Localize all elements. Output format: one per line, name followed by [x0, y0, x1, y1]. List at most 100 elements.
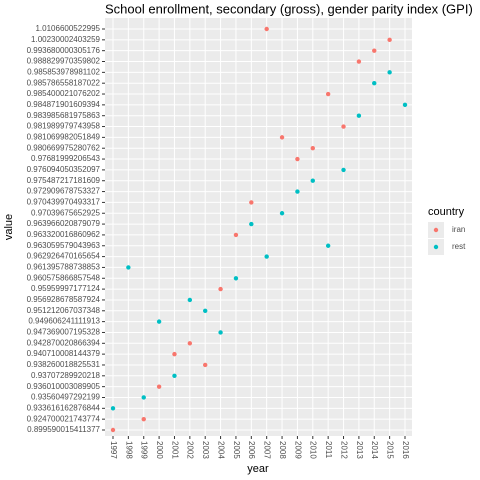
- point: [325, 91, 331, 97]
- y-tick-label: 0.981989979743958: [27, 122, 101, 131]
- y-tick-label: 0.980669975280762: [27, 143, 101, 152]
- point: [141, 416, 146, 422]
- point: [356, 113, 362, 118]
- point: [110, 427, 116, 433]
- chart-title: School enrollment, secondary (gross), ge…: [105, 1, 473, 16]
- point: [233, 276, 239, 281]
- point: [218, 330, 223, 335]
- y-tick-label: 0.938260018825531: [27, 360, 101, 369]
- y-tick-label: 0.985400021076202: [27, 89, 101, 98]
- x-tick-label: 2011: [324, 441, 333, 459]
- x-tick-label: 2009: [293, 441, 302, 459]
- x-tick-label: 2003: [201, 441, 210, 459]
- y-tick-label: 0.963966020879079: [27, 219, 101, 228]
- point: [387, 70, 392, 75]
- y-tick-label: 0.899590015411377: [27, 425, 100, 434]
- point: [325, 243, 331, 248]
- legend-title: country: [428, 206, 465, 218]
- point: [279, 211, 285, 216]
- point: [156, 319, 162, 324]
- point: [372, 48, 377, 53]
- x-tick-label: 2002: [186, 441, 195, 459]
- x-tick-label: 2005: [232, 441, 241, 459]
- legend-marker: [433, 227, 439, 233]
- y-tick-label: 0.95959997177124: [31, 284, 101, 293]
- point: [295, 189, 300, 194]
- x-tick-label: 1999: [140, 441, 149, 459]
- x-tick-label: 2006: [247, 441, 256, 459]
- point: [249, 200, 254, 205]
- point: [356, 59, 362, 64]
- y-tick-label: 0.975487217181609: [27, 176, 101, 185]
- point: [264, 26, 269, 32]
- y-tick-label: 0.93707289920218: [31, 371, 101, 380]
- point: [110, 406, 116, 411]
- y-tick-label: 0.97039675652925: [31, 208, 101, 217]
- y-tick-label: 0.993680000305176: [27, 46, 101, 55]
- point: [126, 265, 131, 270]
- point: [402, 102, 408, 108]
- point: [341, 124, 346, 129]
- y-tick-label: 1.00230002403259: [31, 35, 101, 44]
- point: [156, 384, 162, 389]
- y-tick-label: 0.970439970493317: [27, 198, 101, 207]
- y-tick-label: 0.985786558187022: [27, 78, 101, 87]
- point: [310, 146, 315, 151]
- x-tick-label: 2001: [170, 441, 179, 459]
- point: [203, 308, 208, 313]
- y-tick-label: 0.981069982051849: [27, 132, 101, 141]
- y-tick-label: 0.956928678587924: [27, 295, 101, 304]
- y-tick-label: 0.947369007195328: [27, 328, 101, 337]
- point: [141, 395, 146, 400]
- point: [295, 156, 300, 162]
- y-tick-label: 0.961395788738853: [27, 263, 101, 272]
- point: [341, 167, 346, 173]
- y-axis-label: value: [3, 214, 15, 240]
- y-tick-label: 0.949606241111913: [28, 317, 100, 326]
- y-tick-label: 0.933616162876844: [27, 403, 101, 412]
- point: [372, 80, 377, 86]
- point: [310, 178, 315, 183]
- y-tick-label: 0.984871901609394: [27, 100, 101, 109]
- point: [172, 351, 177, 357]
- x-tick-label: 1998: [124, 441, 133, 459]
- legend-marker: [433, 244, 439, 250]
- x-axis-label: year: [247, 463, 269, 475]
- y-tick-label: 0.951212067037348: [27, 306, 101, 315]
- y-tick-label: 0.976094050352097: [27, 165, 101, 174]
- point: [387, 37, 392, 43]
- x-tick-label: 1997: [109, 441, 118, 459]
- y-tick-label: 0.988829970359802: [27, 57, 101, 66]
- x-tick-label: 2016: [401, 441, 410, 459]
- y-tick-label: 0.97681999206543: [31, 154, 101, 163]
- y-tick-label: 0.940710008144379: [27, 349, 101, 358]
- point: [172, 373, 177, 379]
- x-tick-label: 2007: [263, 441, 272, 459]
- y-tick-label: 0.942870020866394: [27, 338, 101, 347]
- x-tick-label: 2000: [155, 441, 164, 459]
- y-tick-label: 0.936010003089905: [27, 382, 101, 391]
- point: [203, 362, 208, 368]
- y-tick-label: 0.963059579043963: [27, 241, 101, 250]
- point: [218, 286, 223, 292]
- x-tick-label: 2014: [370, 441, 379, 459]
- x-tick-label: 2004: [216, 441, 225, 459]
- x-tick-label: 2015: [386, 441, 395, 459]
- point: [187, 341, 193, 346]
- legend-label: rest: [452, 242, 466, 251]
- panel: [105, 18, 412, 436]
- y-tick-label: 1.0106600522995: [35, 24, 100, 33]
- y-tick-label: 0.962926470165654: [27, 252, 101, 261]
- x-tick-label: 2008: [278, 441, 287, 459]
- x-tick-label: 2013: [355, 441, 364, 459]
- legend-label: iran: [452, 225, 465, 234]
- y-tick-label: 0.93560497292199: [31, 393, 101, 402]
- point: [233, 232, 239, 238]
- y-tick-label: 0.972909678753327: [27, 187, 101, 196]
- y-tick-label: 0.985853978981102: [27, 67, 100, 76]
- y-tick-label: 0.924700021743774: [27, 414, 101, 423]
- x-tick-label: 2012: [339, 441, 348, 459]
- point: [264, 254, 269, 259]
- y-tick-label: 0.983985681975863: [27, 111, 101, 120]
